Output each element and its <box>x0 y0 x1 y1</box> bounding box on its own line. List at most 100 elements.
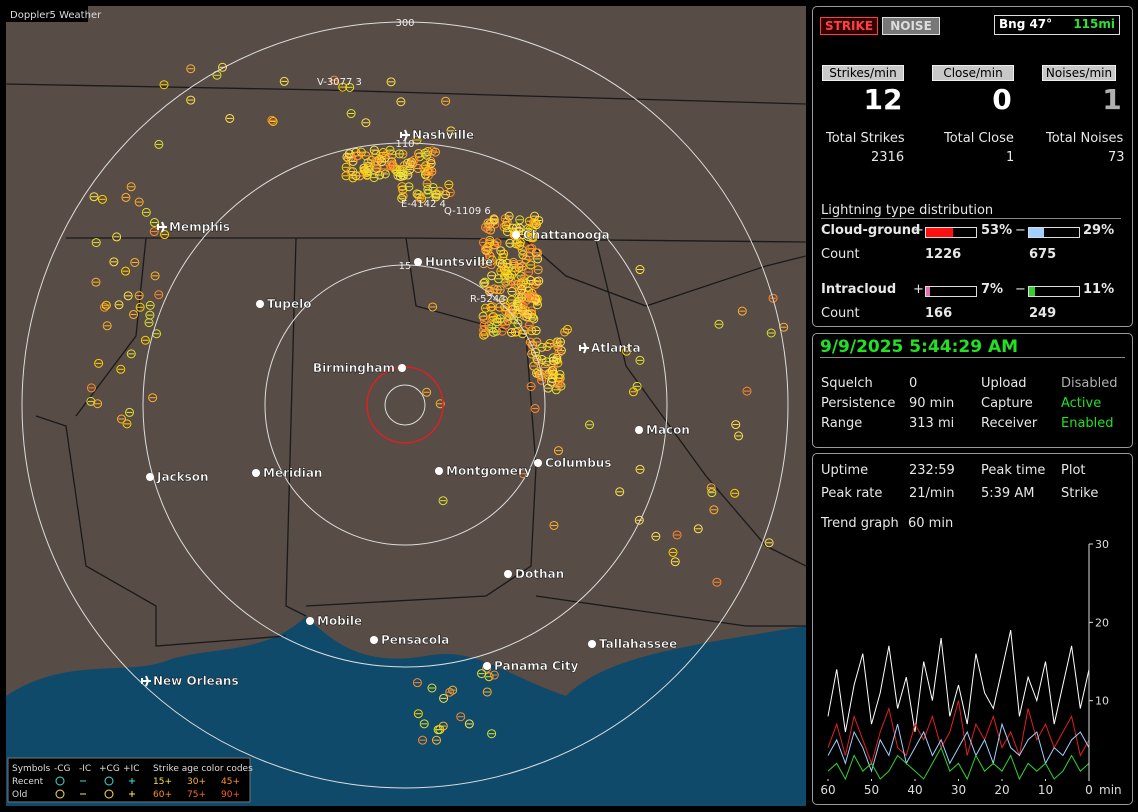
strike-symbol <box>356 147 366 157</box>
noise-button[interactable]: NOISE <box>882 17 940 35</box>
city-dot <box>483 662 491 670</box>
city-label: Atlanta <box>591 341 641 355</box>
stat-text: Uptime <box>821 463 869 478</box>
strike-symbol <box>412 135 422 145</box>
strike-symbol <box>342 152 352 162</box>
city-dot <box>306 617 314 625</box>
x-tick-label: 20 <box>994 783 1009 797</box>
city-label: Chattanooga <box>523 228 610 242</box>
strike-symbol <box>553 342 563 352</box>
strike-button[interactable]: STRIKE <box>820 17 878 35</box>
strike-symbol <box>413 709 423 719</box>
title-bg <box>6 6 88 22</box>
strike-symbol <box>423 185 433 195</box>
strike-symbol <box>422 387 432 397</box>
legend-label: Old <box>12 790 27 800</box>
strike-symbol <box>141 207 151 217</box>
legend-age: 15+ <box>153 777 172 787</box>
legend: Symbols -CG -IC +CG +IC Strike age color… <box>7 757 253 803</box>
strike-symbol <box>101 300 111 310</box>
legend-symbol <box>104 776 114 786</box>
strike-symbol <box>500 302 510 312</box>
strike-symbol <box>484 672 494 682</box>
strike-symbol <box>140 335 150 345</box>
strike-symbol <box>548 356 558 366</box>
strike-symbol <box>528 230 538 240</box>
legend-age: 90+ <box>221 790 240 800</box>
x-tick-label: 50 <box>864 783 879 797</box>
strike-symbol <box>497 326 507 336</box>
strike-symbol <box>397 193 407 203</box>
ring-label: 15 <box>399 261 412 272</box>
strike-symbol <box>419 719 429 729</box>
strike-symbol <box>501 277 511 287</box>
strike-symbol <box>412 678 422 688</box>
strike-symbol <box>707 488 717 498</box>
city-label: Columbus <box>545 456 612 470</box>
strike-symbol <box>369 145 379 155</box>
count-label: Count <box>821 306 860 321</box>
city-dot <box>588 640 596 648</box>
ring-label: 300 <box>395 18 414 29</box>
strike-symbol <box>530 404 540 414</box>
city-dot <box>512 231 520 239</box>
setting-text: 313 mi <box>909 416 955 431</box>
strike-symbol <box>91 238 101 248</box>
legend-symbol <box>104 789 114 799</box>
strike-symbol <box>546 377 556 387</box>
total-header: Total Strikes <box>826 131 905 146</box>
percent-bar <box>1029 228 1044 237</box>
legend-age: 30+ <box>187 777 206 787</box>
strike-symbol <box>279 76 289 86</box>
setting-text: Disabled <box>1061 376 1118 391</box>
strike-symbol <box>487 271 497 281</box>
strike-symbol <box>406 157 416 167</box>
strike-symbol <box>504 263 514 273</box>
strike-symbol <box>86 383 96 393</box>
city-label: Mobile <box>317 614 362 628</box>
sign: − <box>1015 223 1026 238</box>
legend-age: 45+ <box>221 777 240 787</box>
trend-label: Trend graph <box>821 516 899 531</box>
strike-symbol <box>526 260 536 270</box>
strike-symbol <box>622 346 632 356</box>
strike-symbol <box>488 312 498 322</box>
datetime: 9/9/2025 5:44:29 AM <box>820 337 1125 358</box>
trend-window: 60 min <box>908 516 954 531</box>
sign: + <box>913 282 924 297</box>
y-tick-label: 30 <box>1095 538 1109 551</box>
strike-symbol <box>505 238 515 248</box>
stats-panel: Uptime 232:59 Peak time Plot Peak rate 21/min… <box>812 453 1133 805</box>
city-label: Macon <box>646 423 690 437</box>
strike-symbol <box>186 64 196 74</box>
strike-label: E-4142 4 <box>401 199 446 210</box>
clock-panel: 9/9/2025 5:44:29 AM Squelch 0 Upload Disabl… <box>812 333 1133 448</box>
strike-symbol <box>712 577 722 587</box>
rate-header: Strikes/min <box>822 65 904 81</box>
city-label: Nashville <box>412 128 474 142</box>
strike-symbol <box>97 194 107 204</box>
map-title: Doppler5 Weather <box>10 10 102 21</box>
strike-symbol <box>372 156 382 166</box>
strike-symbol <box>533 248 543 258</box>
strike-symbol <box>130 257 140 267</box>
strike-symbol <box>464 719 474 729</box>
cities: Nashville Memphis Tupelo Huntsville Chattano… <box>141 128 690 688</box>
setting-text: 90 min <box>909 396 955 411</box>
percent-bar-box <box>925 286 977 297</box>
legend-symbol <box>55 789 65 799</box>
city-label: Tupelo <box>267 297 312 311</box>
percent-bar-box <box>925 227 977 238</box>
city-label: Jackson <box>156 470 209 484</box>
strike-symbol <box>91 277 101 287</box>
range-ring <box>142 142 668 668</box>
stat-text: Peak rate <box>821 486 883 501</box>
strike-symbol <box>126 349 136 359</box>
strike-symbol <box>542 342 552 352</box>
strike-symbol <box>145 300 155 310</box>
strike-symbol <box>507 327 517 337</box>
strike-symbols <box>86 62 789 745</box>
legend-age: 75+ <box>187 790 206 800</box>
count-value: 1226 <box>925 247 962 262</box>
city-label: Tallahassee <box>599 637 677 651</box>
